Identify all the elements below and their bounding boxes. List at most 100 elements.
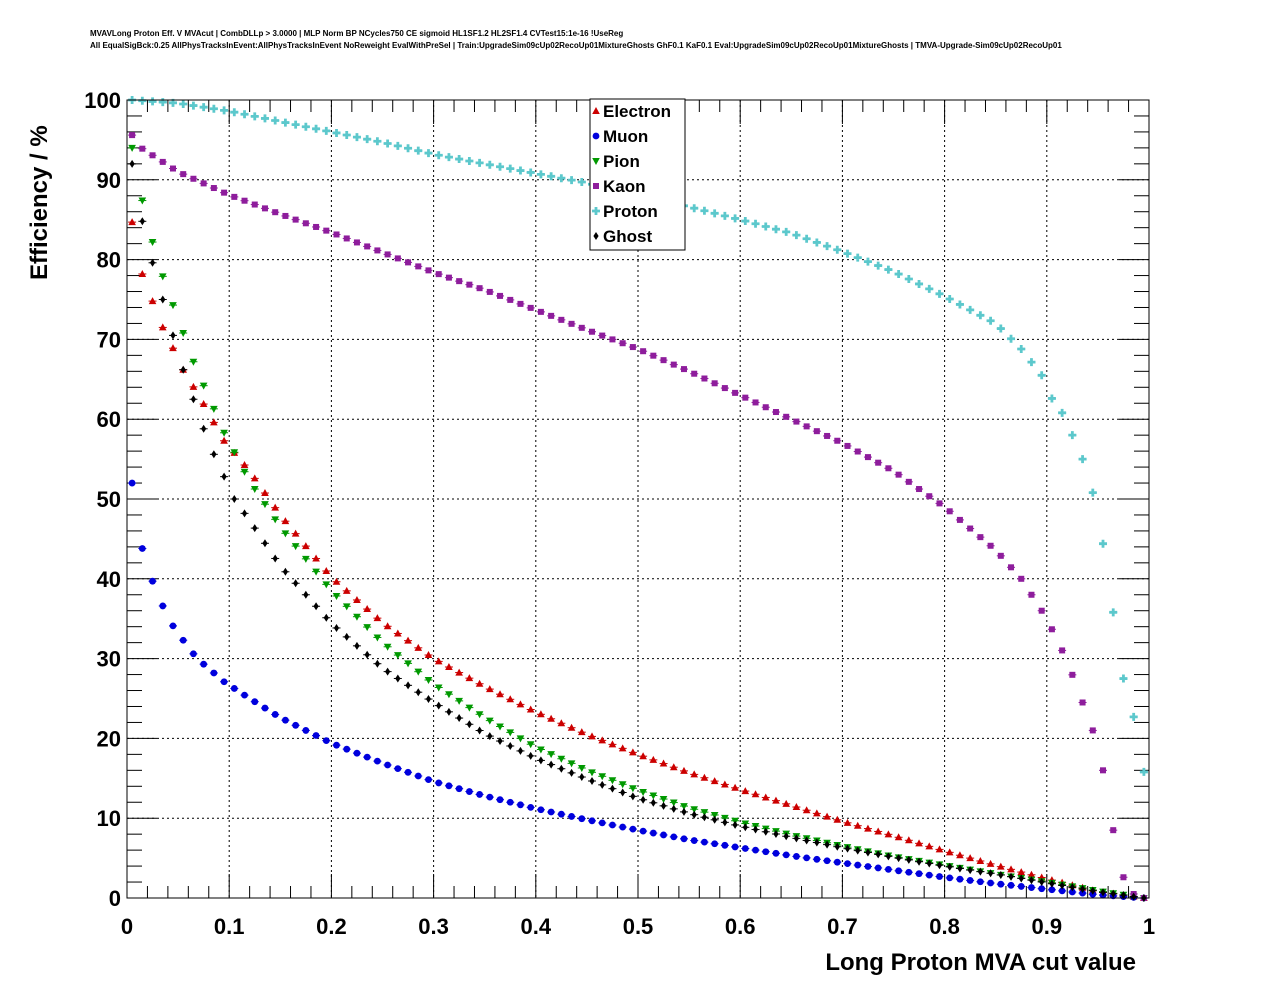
ghost-point — [323, 613, 329, 622]
electron-point — [496, 690, 504, 698]
proton-point — [230, 108, 239, 117]
ghost-point — [814, 838, 820, 847]
muon-point — [333, 741, 340, 749]
proton-point — [996, 324, 1005, 333]
muon-point — [230, 685, 238, 692]
muon-point — [568, 813, 575, 820]
x-axis-title: Long Proton MVA cut value — [825, 949, 1136, 976]
muon-point — [629, 825, 637, 833]
kaon-point — [415, 263, 422, 270]
electron-point — [353, 595, 361, 603]
muon-point — [1028, 884, 1035, 891]
kaon-point — [967, 525, 974, 532]
kaon-point — [589, 328, 596, 335]
ghost-point — [1028, 876, 1035, 885]
electron-point — [905, 836, 913, 844]
kaon-point — [1028, 591, 1035, 598]
pion-point — [169, 302, 177, 310]
muon-point — [936, 873, 943, 880]
muon-point — [292, 721, 300, 729]
kaon-point — [640, 348, 647, 355]
kaon-point — [445, 274, 452, 281]
ghost-point — [620, 788, 626, 797]
electron-point — [945, 848, 954, 856]
y-tick-label: 0 — [109, 886, 121, 911]
x-tick-label: 0.8 — [929, 914, 960, 939]
ghost-point — [507, 741, 513, 750]
kaon-point — [916, 486, 923, 493]
pion-point — [128, 144, 136, 152]
kaon-point — [742, 394, 749, 401]
ghost-point — [446, 707, 452, 716]
pion-point — [588, 769, 596, 777]
ghost-point — [589, 777, 595, 786]
electron-point — [649, 755, 658, 763]
data-points — [128, 96, 1148, 902]
pion-point — [516, 735, 525, 743]
y-tick-label: 70 — [97, 327, 121, 352]
electron-point — [261, 489, 269, 497]
kaon-point — [261, 205, 268, 212]
ghost-point — [660, 801, 667, 810]
kaon-point — [793, 418, 800, 425]
kaon-point — [129, 132, 136, 139]
ghost-point — [139, 217, 145, 226]
electron-point — [332, 577, 341, 585]
proton-point — [1119, 674, 1128, 683]
muon-point — [731, 843, 739, 851]
ghost-point — [436, 701, 442, 710]
muon-point — [721, 841, 729, 849]
muon-point — [435, 779, 443, 787]
electron-point — [404, 636, 412, 644]
muon-point — [394, 765, 402, 773]
electron-point — [802, 806, 811, 814]
legend: Electron Muon Pion Kaon Proton Ghost — [589, 98, 686, 251]
muon-point — [282, 716, 289, 724]
electron-point — [721, 780, 729, 788]
muon-point — [741, 845, 749, 852]
electron-point — [148, 297, 157, 305]
electron-point — [557, 719, 566, 727]
kaon-point — [302, 220, 309, 227]
electron-point — [363, 605, 371, 613]
y-tick-label: 80 — [97, 248, 121, 273]
pion-point — [455, 697, 463, 705]
proton-point — [874, 261, 883, 270]
kaon-point — [885, 465, 892, 472]
y-tick-label: 100 — [84, 88, 121, 113]
proton-point — [516, 166, 525, 175]
electron-point — [884, 830, 893, 838]
electron-point — [843, 818, 852, 826]
pion-point — [659, 796, 668, 804]
kaon-point — [282, 212, 289, 219]
muon-point — [486, 793, 494, 801]
electron-point — [853, 821, 862, 829]
ghost-point — [671, 804, 677, 813]
ghost-point — [293, 579, 299, 588]
pion-point — [158, 273, 167, 281]
ghost-point — [763, 827, 769, 836]
ghost-point — [211, 450, 217, 459]
y-tick-label: 90 — [97, 168, 121, 193]
electron-point — [915, 839, 923, 847]
pion-point — [383, 643, 392, 651]
kaon-point — [149, 152, 156, 159]
kaon-point — [813, 428, 820, 435]
ghost-point — [701, 813, 708, 822]
muon-point — [1058, 887, 1066, 895]
pion-point — [261, 501, 269, 509]
electron-point — [567, 723, 576, 731]
muon-point — [711, 840, 719, 848]
electron-point — [424, 651, 433, 659]
muon-point — [649, 829, 657, 837]
tick-labels: 0 0.1 0.2 0.3 0.4 0.5 0.6 0.7 0.8 0.9 101020304050… — [84, 88, 1155, 939]
proton-point — [782, 227, 791, 236]
plot-header: MVAVLong Proton Eff. V MVAcut | CombDLLp… — [90, 28, 1062, 52]
proton-point — [199, 103, 208, 112]
proton-point — [1047, 394, 1056, 403]
legend-label-proton: Proton — [603, 202, 658, 221]
kaon-point — [394, 255, 401, 262]
muon-point — [506, 798, 514, 806]
electron-point — [302, 542, 310, 550]
pion-point — [414, 668, 423, 676]
